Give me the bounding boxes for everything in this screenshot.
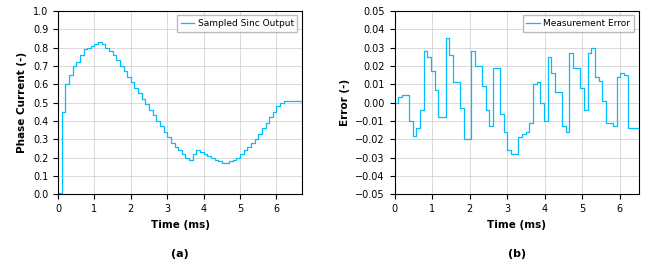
Sampled Sinc Output — [298, 99, 306, 102]
Sampled Sinc Output — [116, 64, 124, 68]
Sampled Sinc Output — [69, 73, 77, 77]
X-axis label: Time (ms): Time (ms) — [150, 220, 210, 230]
Sampled Sinc Output — [284, 99, 292, 102]
Measurement Error — [624, 73, 631, 77]
Y-axis label: Phase Current (-): Phase Current (-) — [17, 52, 27, 153]
Measurement Error — [620, 73, 628, 77]
Measurement Error — [635, 127, 642, 130]
Y-axis label: Error (-): Error (-) — [340, 79, 350, 126]
Measurement Error — [442, 37, 450, 40]
Measurement Error — [507, 152, 515, 156]
Measurement Error — [446, 53, 453, 56]
Text: (a): (a) — [171, 249, 189, 259]
Sampled Sinc Output — [284, 99, 292, 102]
Measurement Error — [453, 81, 461, 84]
Legend: Sampled Sinc Output: Sampled Sinc Output — [177, 15, 297, 32]
Measurement Error — [391, 101, 399, 104]
Legend: Measurement Error: Measurement Error — [522, 15, 634, 32]
Measurement Error — [405, 94, 413, 97]
Sampled Sinc Output — [54, 191, 62, 194]
Text: (b): (b) — [508, 249, 526, 259]
X-axis label: Time (ms): Time (ms) — [487, 220, 546, 230]
Sampled Sinc Output — [94, 40, 102, 44]
Sampled Sinc Output — [149, 114, 157, 117]
Line: Sampled Sinc Output: Sampled Sinc Output — [58, 42, 302, 193]
Line: Measurement Error: Measurement Error — [395, 38, 639, 154]
Sampled Sinc Output — [109, 53, 117, 56]
Measurement Error — [486, 125, 493, 128]
